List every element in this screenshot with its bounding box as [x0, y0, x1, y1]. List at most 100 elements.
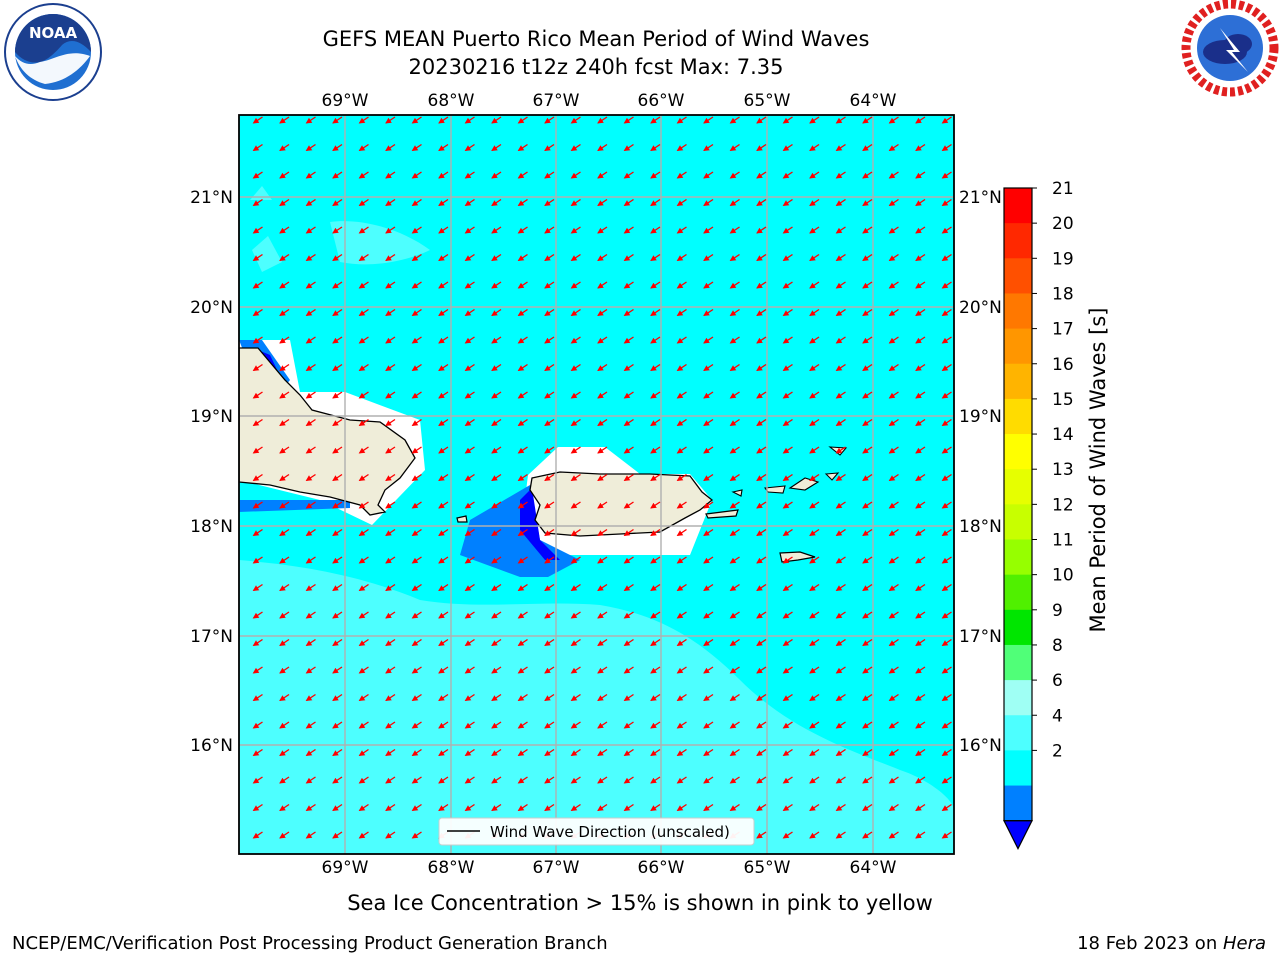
wind-arrow [623, 721, 634, 729]
wind-arrow [438, 418, 449, 427]
wind-arrow [411, 336, 422, 344]
wind-arrow [809, 281, 820, 289]
wind-arrow [915, 611, 926, 619]
wind-arrow [756, 391, 767, 399]
wind-arrow [385, 253, 396, 262]
small-island [824, 472, 840, 481]
colorbar-tick-label: 16 [1052, 355, 1074, 375]
wind-arrow [411, 501, 422, 509]
wind-arrow [888, 143, 899, 152]
wind-arrow [623, 528, 634, 537]
wind-arrow [915, 666, 926, 674]
wind-arrow [650, 446, 661, 454]
wind-arrow [915, 721, 926, 729]
wind-arrow [835, 748, 846, 757]
wind-arrow [438, 748, 449, 757]
wind-arrow [464, 693, 475, 702]
wind-arrow [703, 776, 714, 784]
wind-arrow [782, 171, 793, 179]
wind-arrow [570, 473, 581, 482]
wind-arrow [756, 693, 767, 702]
wind-arrow [915, 391, 926, 399]
colorbar-segment [1004, 539, 1032, 576]
lon-tick-label: 68°W [428, 91, 475, 111]
wind-arrow [491, 666, 502, 674]
wind-arrow [279, 253, 290, 262]
wind-arrow [862, 776, 873, 784]
wind-arrow [888, 528, 899, 537]
wind-arrow [703, 336, 714, 344]
axis-tick-labels: 69°W 69°W 68°W 68°W 67°W 67°W 66°W 66°W 65°W 65°W… [190, 91, 1002, 878]
wind-arrow [941, 666, 952, 674]
wind-arrow [862, 418, 873, 427]
wind-arrow [385, 446, 396, 454]
wind-arrow [517, 391, 528, 399]
wind-arrow [570, 721, 581, 729]
wind-arrow [835, 528, 846, 537]
wind-arrow [835, 446, 846, 454]
wind-arrow [544, 446, 555, 454]
wind-arrow [464, 776, 475, 784]
wind-arrow [703, 116, 714, 124]
wind-arrow [252, 748, 263, 757]
wind-arrow [650, 638, 661, 647]
wind-arrow [729, 611, 740, 619]
wind-arrow [464, 446, 475, 454]
wind-arrow [438, 473, 449, 482]
wind-arrow [279, 583, 290, 592]
wind-arrow [411, 391, 422, 399]
wind-arrow [385, 473, 396, 482]
wind-arrow [676, 611, 687, 619]
wind-arrow [703, 226, 714, 234]
wind-arrow [491, 226, 502, 234]
wind-arrow [915, 198, 926, 207]
wind-arrow [279, 226, 290, 234]
wind-arrow [862, 611, 873, 619]
wind-arrow [332, 281, 343, 289]
wind-arrow [650, 721, 661, 729]
wind-arrow [411, 666, 422, 674]
map-frame [238, 114, 955, 855]
chart-title: GEFS MEAN Puerto Rico Mean Period of Win… [322, 27, 870, 51]
wind-arrow [888, 693, 899, 702]
wind-arrow [358, 198, 369, 207]
wind-arrow [438, 776, 449, 784]
wind-arrow [358, 116, 369, 124]
wind-arrow [358, 831, 369, 839]
wind-arrow [650, 171, 661, 179]
wind-arrow [835, 776, 846, 784]
wind-arrow [623, 143, 634, 152]
wind-arrow [279, 391, 290, 399]
wind-arrow [941, 143, 952, 152]
wind-arrow [517, 171, 528, 179]
wind-arrow [279, 776, 290, 784]
wind-arrow [597, 611, 608, 619]
period-patch [252, 236, 282, 272]
wind-arrow [782, 418, 793, 427]
wind-arrow [544, 143, 555, 152]
wind-arrow [491, 198, 502, 207]
wind-arrow [729, 253, 740, 262]
wind-arrow [623, 473, 634, 482]
wind-arrow [305, 556, 316, 564]
wind-arrow [544, 666, 555, 674]
wind-arrow [411, 418, 422, 427]
wind-arrow [729, 583, 740, 592]
lat-tick-label: 17°N [190, 627, 233, 647]
wind-arrow [782, 803, 793, 812]
wind-arrow [438, 803, 449, 812]
wind-arrow [491, 748, 502, 757]
noaa-logo-icon: NOAA [4, 3, 102, 101]
wind-arrow [862, 666, 873, 674]
wind-arrow [332, 501, 343, 509]
wind-arrow [305, 666, 316, 674]
wind-arrow [888, 418, 899, 427]
lat-tick-label: 16°N [959, 736, 1002, 756]
wind-arrow [438, 143, 449, 152]
wind-arrow [544, 226, 555, 234]
lon-tick-label: 64°W [850, 91, 897, 111]
wind-arrow [305, 693, 316, 702]
wind-arrow [491, 583, 502, 592]
wind-arrow [385, 226, 396, 234]
wind-arrow [385, 693, 396, 702]
